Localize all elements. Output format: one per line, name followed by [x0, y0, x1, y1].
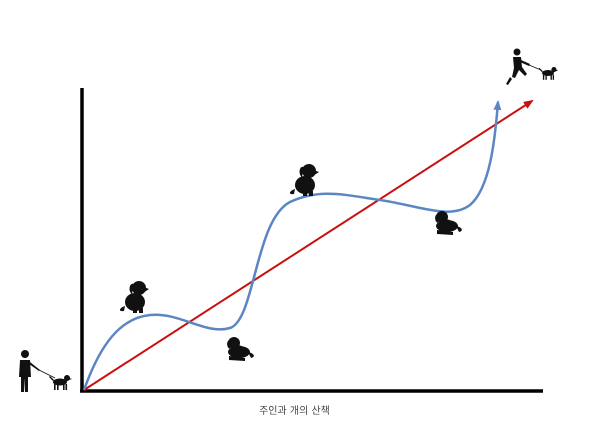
- person-running-with-dog-icon: [506, 48, 559, 85]
- dog-lying-icon: [435, 211, 462, 235]
- owner-path-arrow: [83, 99, 534, 391]
- person-walking-dog-icon: [19, 350, 72, 392]
- dog-path-curve: [82, 100, 502, 391]
- dog-sitting-icon: [289, 164, 319, 196]
- figure-caption: 주인과 개의 산책: [259, 406, 330, 417]
- dog-lying-icon: [227, 337, 254, 361]
- dog-sitting-icon: [119, 281, 149, 313]
